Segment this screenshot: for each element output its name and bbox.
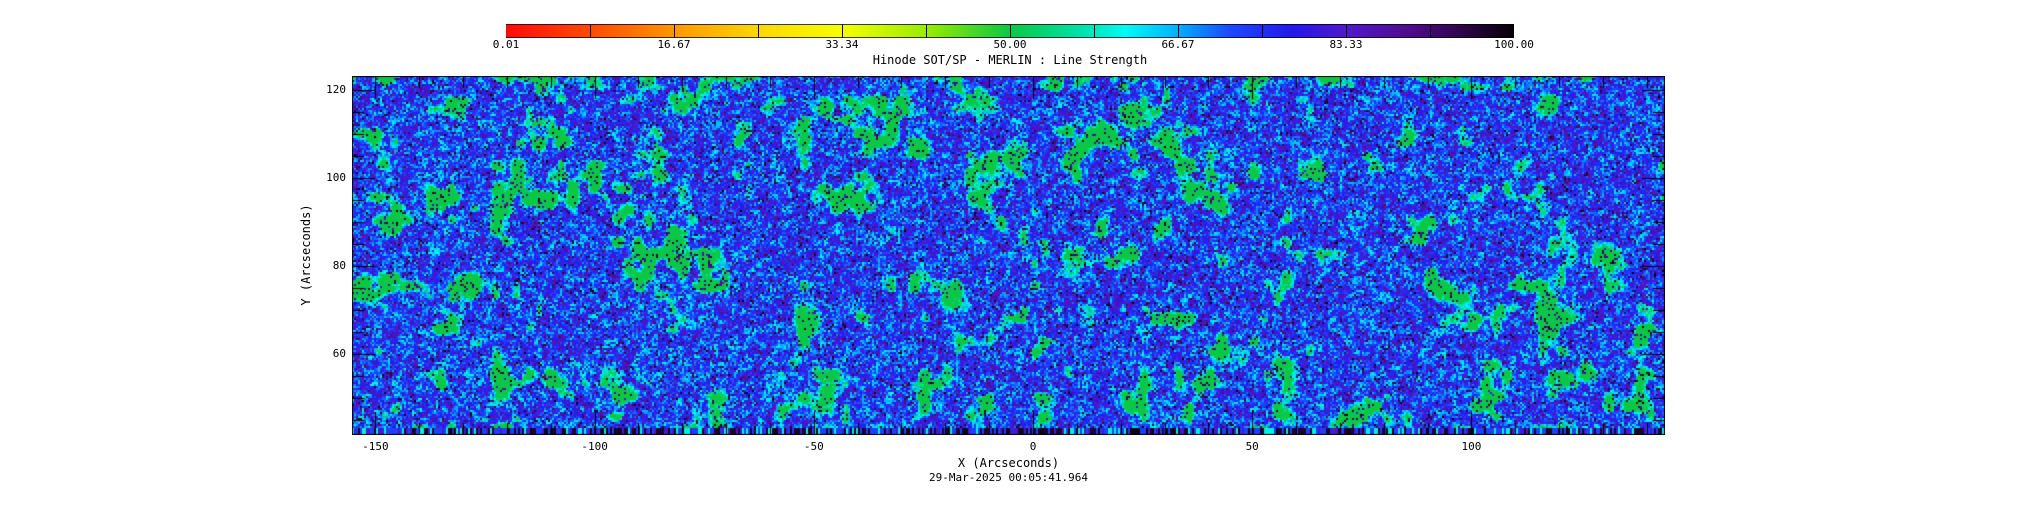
colorbar-tick-mark — [1430, 24, 1431, 38]
colorbar-tick-mark — [842, 24, 843, 38]
colorbar-tick-mark — [1178, 24, 1179, 38]
timestamp: 29-Mar-2025 00:05:41.964 — [929, 471, 1088, 484]
y-tick-label: 80 — [332, 259, 346, 272]
x-tick-label: 0 — [1029, 440, 1037, 453]
colorbar-tick-mark — [1094, 24, 1095, 38]
colorbar-tick-label: 16.67 — [657, 38, 691, 51]
plot-title: Hinode SOT/SP - MERLIN : Line Strength — [872, 53, 1148, 67]
y-tick-label: 120 — [326, 83, 346, 96]
colorbar-tick-label: 33.34 — [825, 38, 859, 51]
y-tick-label: 60 — [332, 347, 346, 360]
colorbar-tick-label: 83.33 — [1329, 38, 1363, 51]
x-tick-label: -100 — [581, 440, 608, 453]
colorbar-tick-label: 50.00 — [993, 38, 1027, 51]
colorbar-tick-mark — [1262, 24, 1263, 38]
x-tick-label: -50 — [803, 440, 824, 453]
heatmap-canvas — [352, 76, 1665, 435]
colorbar-tick-mark — [590, 24, 591, 38]
y-tick-label: 100 — [326, 171, 346, 184]
y-axis-label: Y (Arcseconds) — [299, 204, 313, 306]
x-tick-label: 50 — [1245, 440, 1259, 453]
colorbar-tick-mark — [1010, 24, 1011, 38]
colorbar-tick-mark — [926, 24, 927, 38]
colorbar-tick-label: 0.01 — [492, 38, 520, 51]
colorbar-tick-label: 66.67 — [1161, 38, 1195, 51]
colorbar-tick-mark — [758, 24, 759, 38]
colorbar-tick-mark — [674, 24, 675, 38]
colorbar-tick-mark — [1346, 24, 1347, 38]
x-tick-label: -150 — [362, 440, 389, 453]
x-axis-label: X (Arcseconds) — [957, 456, 1060, 470]
x-tick-label: 100 — [1461, 440, 1482, 453]
colorbar-tick-label: 100.00 — [1494, 38, 1534, 51]
